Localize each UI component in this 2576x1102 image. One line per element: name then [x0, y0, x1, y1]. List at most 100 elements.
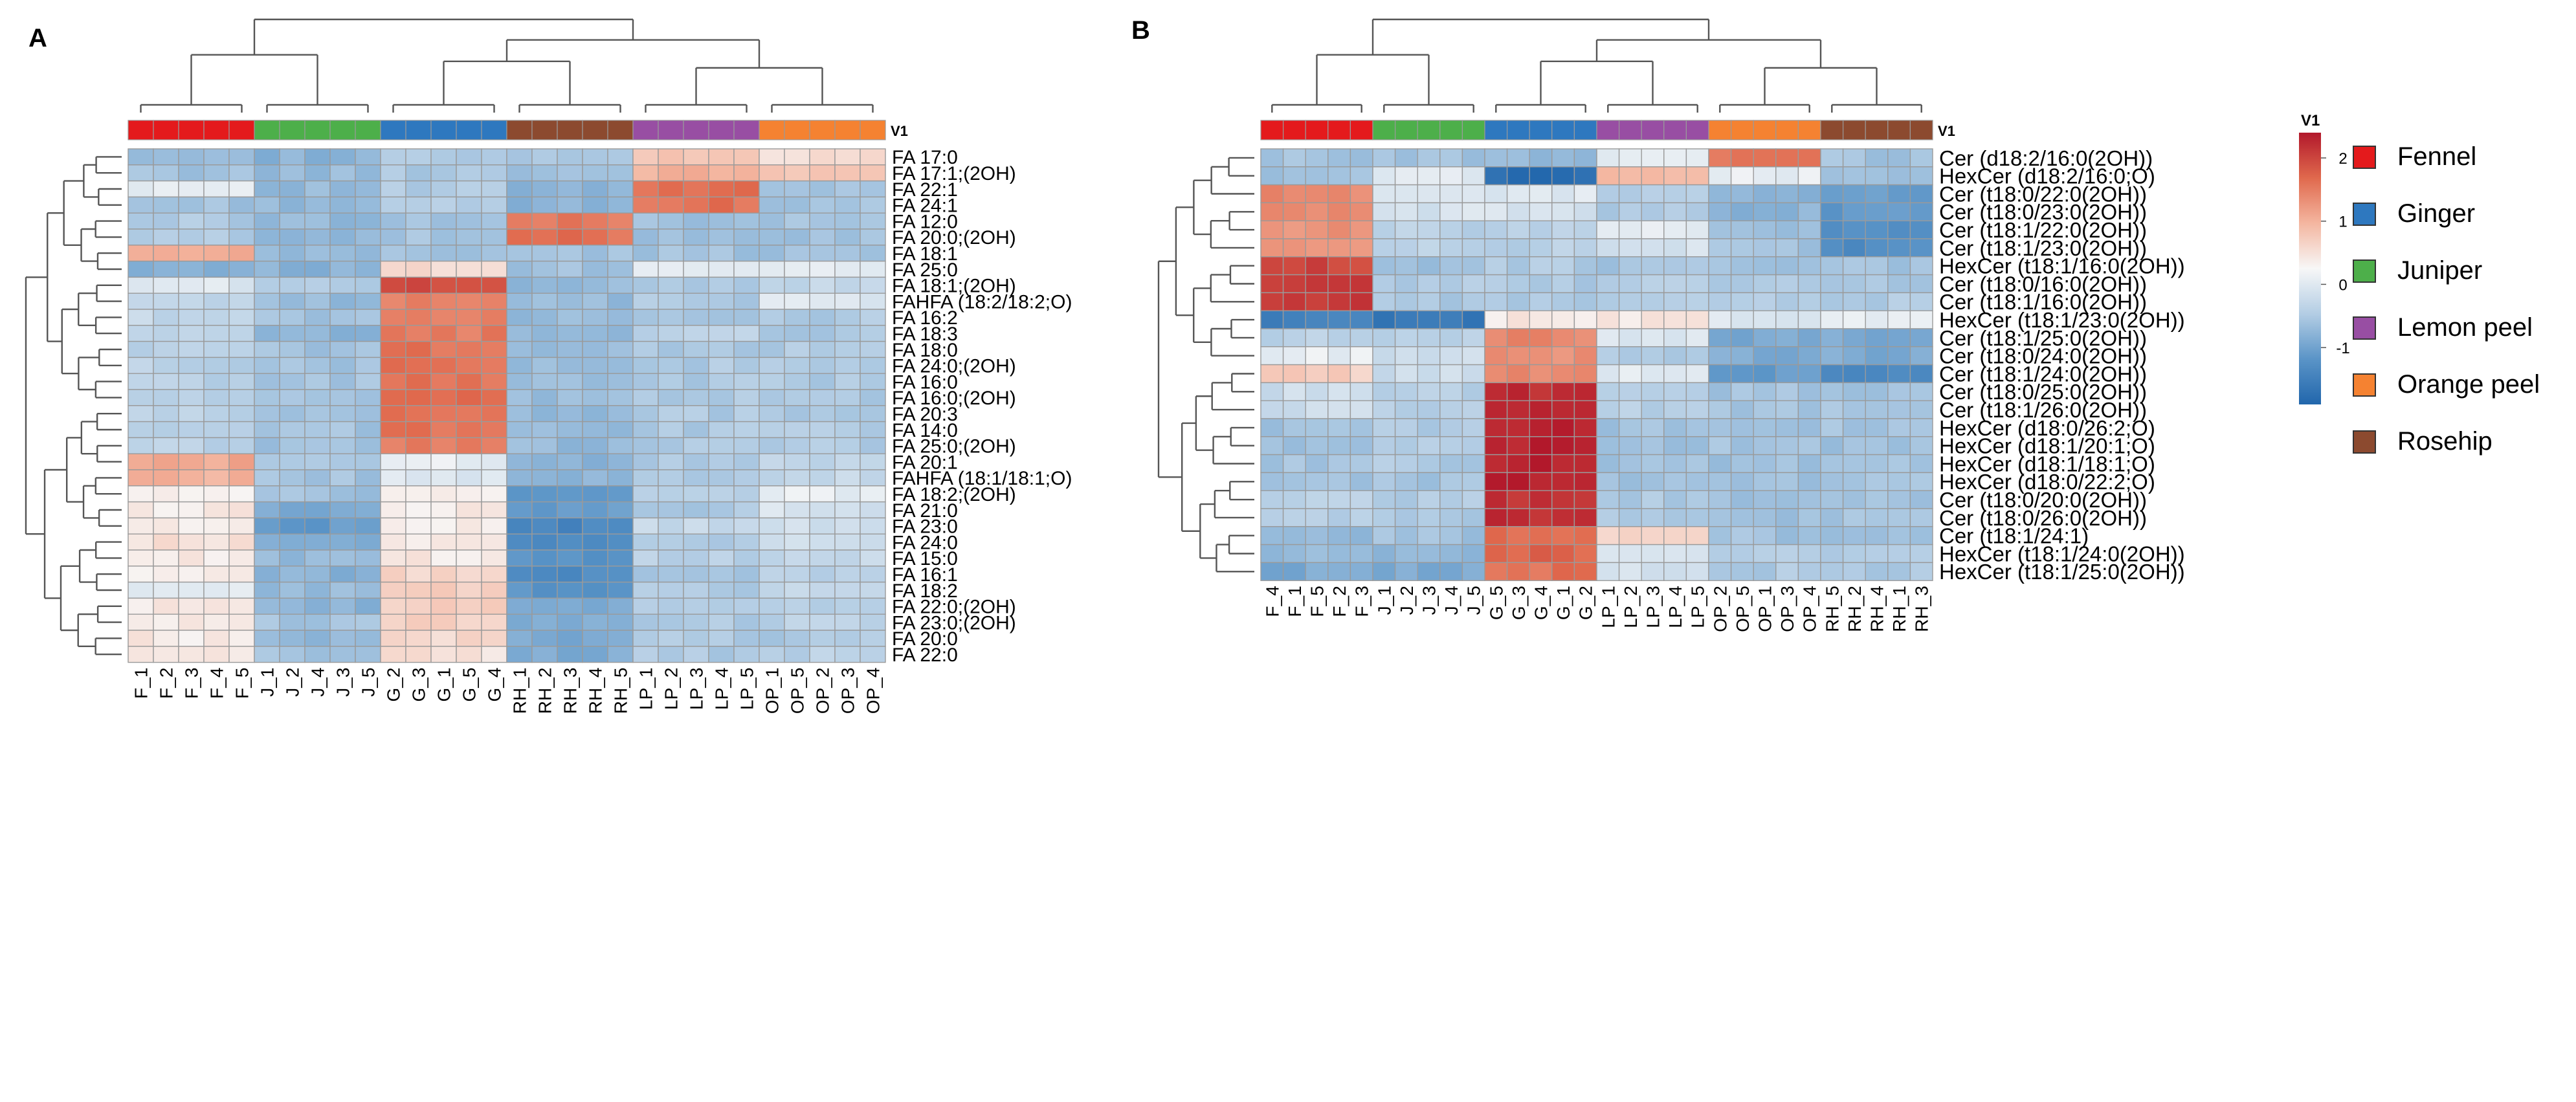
heatmap-cell — [128, 597, 154, 615]
heatmap-cell — [380, 501, 406, 519]
heatmap-cell — [658, 212, 684, 230]
heatmap-cell — [784, 405, 810, 423]
heatmap-cell — [228, 533, 255, 551]
heatmap-cell — [430, 549, 457, 567]
annotation-cell — [1327, 120, 1351, 140]
heatmap-cell — [329, 566, 356, 583]
heatmap-cell — [1663, 382, 1687, 401]
heatmap-cell — [658, 566, 684, 583]
heatmap-cell — [153, 421, 179, 439]
heatmap-cell — [228, 196, 255, 214]
heatmap-cell — [405, 421, 432, 439]
heatmap-cell — [506, 276, 533, 294]
heatmap-cell — [759, 340, 785, 358]
heatmap-cell — [1417, 292, 1441, 311]
column-label: J_2 — [1397, 586, 1417, 615]
column-label: F_1 — [1285, 586, 1305, 617]
heatmap-cell — [1641, 418, 1665, 437]
heatmap-cell — [254, 469, 280, 487]
heatmap-cell — [1797, 148, 1821, 168]
heatmap-cell — [1305, 472, 1329, 491]
annotation-label: V1 — [891, 123, 908, 139]
heatmap-cell — [128, 357, 154, 374]
heatmap-cell — [733, 581, 760, 599]
heatmap-cell — [1349, 238, 1373, 258]
heatmap-cell — [254, 245, 280, 262]
heatmap-cell — [228, 228, 255, 246]
heatmap-cell — [784, 630, 810, 647]
heatmap-cell — [1372, 184, 1396, 204]
heatmap-cell — [1887, 562, 1911, 581]
scale-tick-label: 1 — [2338, 214, 2347, 231]
heatmap-cell — [1349, 202, 1373, 221]
heatmap-cell — [1349, 526, 1373, 545]
heatmap-cell — [355, 340, 381, 358]
heatmap-cell — [153, 180, 179, 198]
heatmap-cell — [1909, 508, 1933, 527]
heatmap-cell — [1417, 544, 1441, 564]
heatmap-cell — [1887, 436, 1911, 456]
heatmap-cell — [733, 180, 760, 198]
heatmap-cell — [1282, 328, 1306, 347]
row-label: FA 25:0 — [892, 259, 958, 281]
row-label: Cer (t18:0/24:0(2OH)) — [1939, 344, 2147, 368]
annotation-cell — [405, 120, 432, 140]
heatmap-cell — [1417, 220, 1441, 239]
heatmap-cell — [1417, 346, 1441, 366]
legend-swatch — [2353, 259, 2376, 283]
heatmap-cell — [1865, 292, 1889, 311]
heatmap-cell — [708, 357, 735, 374]
heatmap-cell — [1573, 148, 1597, 168]
heatmap-cell — [1865, 346, 1889, 366]
heatmap-cell — [254, 292, 280, 310]
heatmap-cell — [355, 309, 381, 326]
annotation-cell — [380, 120, 406, 140]
annotation-cell — [1797, 120, 1821, 140]
heatmap-cell — [128, 501, 154, 519]
heatmap-cell — [658, 164, 684, 182]
heatmap-cell — [1865, 382, 1889, 401]
heatmap-cell — [632, 357, 659, 374]
heatmap-cell — [1484, 436, 1508, 456]
heatmap-cell — [1842, 256, 1866, 276]
heatmap-cell — [1797, 238, 1821, 258]
heatmap-cell — [1775, 256, 1799, 276]
heatmap-cell — [128, 164, 154, 182]
heatmap-cell — [1775, 292, 1799, 311]
heatmap-cell — [860, 357, 886, 374]
heatmap-cell — [1865, 454, 1889, 474]
heatmap-cell — [834, 325, 861, 342]
heatmap-cell — [834, 485, 861, 503]
heatmap-cell — [860, 228, 886, 246]
heatmap-cell — [531, 453, 558, 470]
heatmap-cell — [1730, 508, 1754, 527]
heatmap-cell — [1596, 148, 1620, 168]
heatmap-cell — [304, 646, 331, 663]
row-label: Cer (t18:1/24:1) — [1939, 524, 2089, 548]
row-label: FAHFA (18:1/18:1;O) — [892, 468, 1072, 489]
heatmap-cell — [1596, 238, 1620, 258]
heatmap-cell — [1820, 364, 1844, 384]
heatmap-cell — [1529, 310, 1553, 329]
heatmap-cell — [1730, 256, 1754, 276]
heatmap-cell — [1663, 454, 1687, 474]
heatmap-cell — [1618, 166, 1642, 186]
heatmap-cell — [809, 421, 836, 439]
heatmap-cell — [1260, 364, 1284, 384]
heatmap-cell — [1842, 310, 1866, 329]
heatmap-cell — [1708, 382, 1732, 401]
heatmap-cell — [1618, 148, 1642, 168]
heatmap-cell — [1596, 418, 1620, 437]
heatmap-cell — [784, 549, 810, 567]
heatmap-cell — [1663, 508, 1687, 527]
annotation-cell — [1417, 120, 1441, 140]
heatmap-cell — [733, 597, 760, 615]
row-label: FA 18:2;(2OH) — [892, 484, 1016, 505]
heatmap-cell — [1753, 454, 1777, 474]
heatmap-cell — [1842, 220, 1866, 239]
heatmap-cell — [481, 453, 507, 470]
heatmap-cell — [759, 485, 785, 503]
heatmap-cell — [1327, 184, 1351, 204]
heatmap-cell — [329, 180, 356, 198]
heatmap-cell — [632, 437, 659, 454]
